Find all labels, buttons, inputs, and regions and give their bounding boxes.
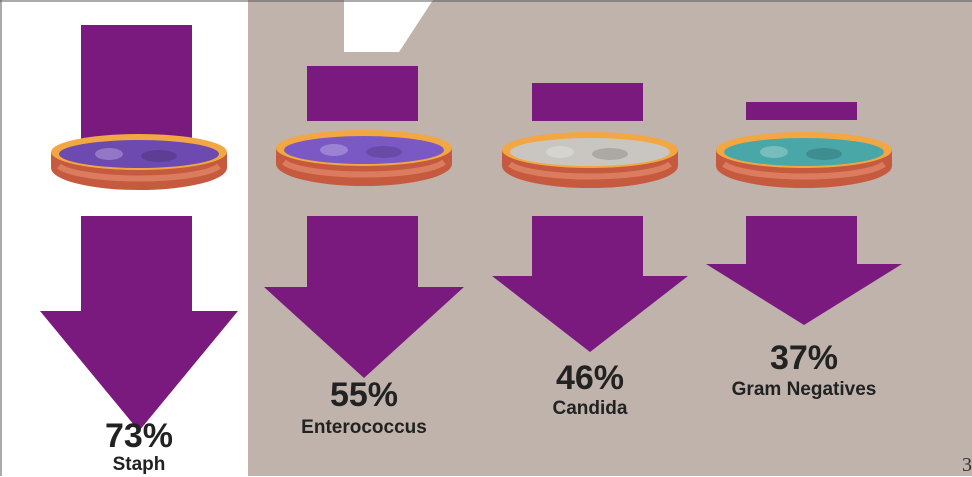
item-staph: 73% Staph — [40, 0, 238, 476]
page-number: 3 — [962, 454, 972, 476]
down-arrow-icon — [492, 216, 688, 352]
down-arrow-icon — [264, 216, 464, 378]
stem-bar — [81, 25, 192, 146]
organism-label: Staph — [112, 454, 166, 475]
down-arrow-icon — [40, 216, 238, 431]
arrow-shape — [706, 216, 902, 325]
item-gram-negatives: 37% Gram Negatives — [706, 0, 902, 476]
down-arrow-icon — [706, 216, 902, 325]
candida-culture-dish-icon — [500, 130, 680, 190]
stem-bar — [746, 102, 857, 120]
item-candida: 46% Candida — [492, 0, 688, 476]
percent-value: 46% — [555, 359, 625, 397]
staph-culture-dish-icon — [49, 132, 229, 192]
organism-label: Enterococcus — [301, 417, 427, 438]
arrow-shape — [492, 216, 688, 352]
stem-bar — [532, 83, 643, 121]
percent-value: 37% — [769, 339, 839, 377]
organism-label: Gram Negatives — [731, 379, 877, 400]
arrow-shape — [40, 216, 238, 431]
stem-bar — [307, 66, 418, 121]
percent-value: 73% — [104, 417, 174, 455]
gram-negatives-culture-dish-icon — [714, 130, 894, 190]
item-enterococcus: 55% Enterococcus — [264, 0, 464, 476]
organism-label: Candida — [552, 398, 628, 419]
percent-value: 55% — [329, 376, 399, 414]
arrow-shape — [264, 216, 464, 378]
enterococcus-culture-dish-icon — [274, 128, 454, 188]
